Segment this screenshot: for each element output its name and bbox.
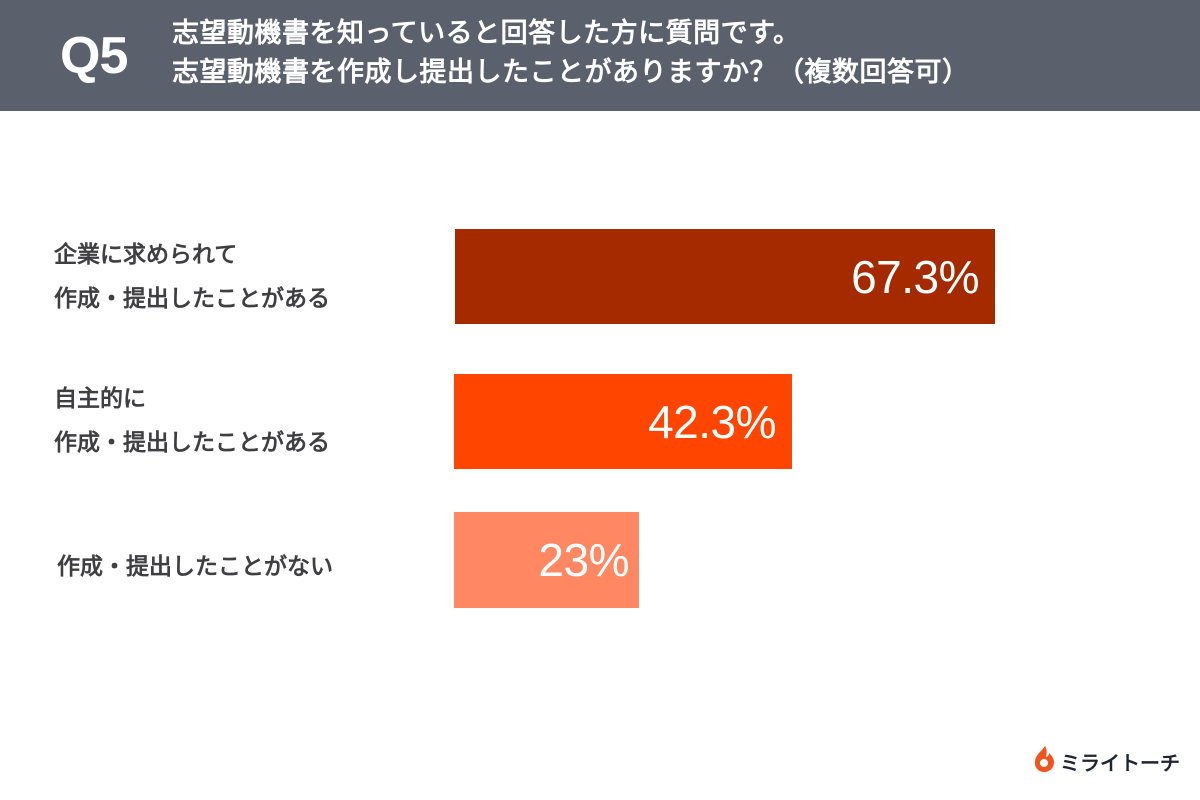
question-header: Q5 志望動機書を知っていると回答した方に質問です。 志望動機書を作成し提出した… bbox=[0, 0, 1200, 111]
bar-value-label-2: 42.3% bbox=[648, 395, 776, 448]
category-label-3-line-1: 作成・提出したことがない bbox=[57, 554, 333, 580]
category-label-2: 自主的に 作成・提出したことがある bbox=[54, 377, 330, 465]
flame-icon bbox=[1032, 745, 1056, 777]
question-title-line-2: 志望動機書を作成し提出したことがありますか？（複数回答可） bbox=[172, 57, 970, 88]
bar-voluntarily: 42.3% bbox=[454, 374, 792, 469]
bar-value-label-3: 23% bbox=[538, 534, 629, 586]
bar-requested-by-company: 67.3% bbox=[455, 229, 995, 324]
question-title: 志望動機書を知っていると回答した方に質問です。 志望動機書を作成し提出したことが… bbox=[172, 14, 970, 92]
category-label-3: 作成・提出したことがない bbox=[57, 545, 333, 589]
category-label-1-line-1: 企業に求められて bbox=[54, 242, 238, 268]
category-label-2-line-2: 作成・提出したことがある bbox=[54, 430, 330, 456]
brand-name: ミライトーチ bbox=[1060, 750, 1180, 775]
question-title-line-1: 志望動機書を知っていると回答した方に質問です。 bbox=[172, 18, 801, 49]
question-number: Q5 bbox=[60, 27, 128, 85]
bar-never: 23% bbox=[454, 512, 639, 608]
bar-value-label-1: 67.3% bbox=[851, 250, 979, 303]
brand-logo: ミライトーチ bbox=[1032, 746, 1180, 776]
category-label-2-line-1: 自主的に bbox=[54, 386, 146, 412]
category-label-1: 企業に求められて 作成・提出したことがある bbox=[54, 233, 330, 321]
category-label-1-line-2: 作成・提出したことがある bbox=[54, 286, 330, 312]
